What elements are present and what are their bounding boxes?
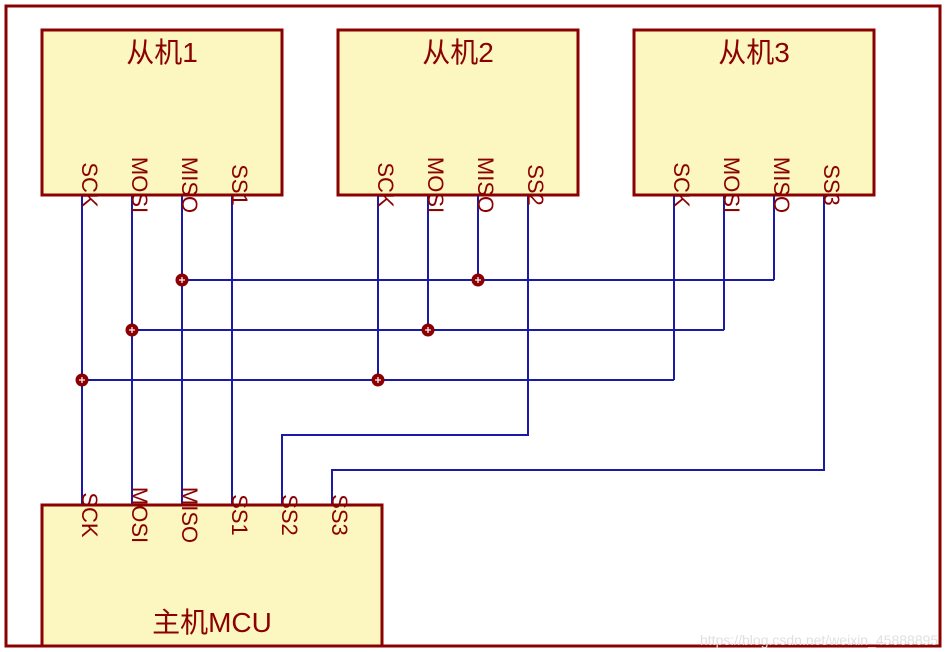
pin-label: SS3 [819, 164, 844, 206]
wire [332, 195, 824, 505]
wire [282, 195, 528, 505]
pin-label: MISO [177, 487, 202, 543]
boxes: 从机1 SCK MOSI MISO SS1 从机2 SCK MOSI MISO SS2 从机3 SCK… [42, 30, 874, 646]
block-master: 主机MCU SCK MOSI MISO SS1 SS2 SS3 [42, 487, 382, 646]
watermark-text: https://blog.csdn.net/weixin_45888895 [700, 632, 938, 648]
block-title: 从机1 [126, 37, 198, 68]
pin-label: MISO [473, 157, 498, 213]
pin-label: SCK [77, 162, 102, 208]
pin-label: MISO [177, 157, 202, 213]
block-title: 从机3 [718, 37, 790, 68]
pin-label: SS3 [327, 494, 352, 536]
schematic-canvas: 从机1 SCK MOSI MISO SS1 从机2 SCK MOSI MISO SS2 从机3 SCK… [0, 0, 946, 652]
pin-label: SCK [669, 162, 694, 208]
wires [82, 195, 824, 505]
pin-label: MOSI [127, 487, 152, 543]
pin-label: SS1 [227, 494, 252, 536]
block-slave2: 从机2 SCK MOSI MISO SS2 [338, 30, 578, 213]
pin-label: MOSI [127, 157, 152, 213]
pin-label: SS1 [227, 164, 252, 206]
block-title: 主机MCU [152, 607, 272, 638]
pin-label: SCK [77, 492, 102, 538]
block-title: 从机2 [422, 37, 494, 68]
pin-label: MOSI [423, 157, 448, 213]
pin-label: MOSI [719, 157, 744, 213]
pin-label: SS2 [523, 164, 548, 206]
pin-label: SS2 [277, 494, 302, 536]
block-slave3: 从机3 SCK MOSI MISO SS3 [634, 30, 874, 213]
pin-label: MISO [769, 157, 794, 213]
pin-label: SCK [373, 162, 398, 208]
block-slave1: 从机1 SCK MOSI MISO SS1 [42, 30, 282, 213]
